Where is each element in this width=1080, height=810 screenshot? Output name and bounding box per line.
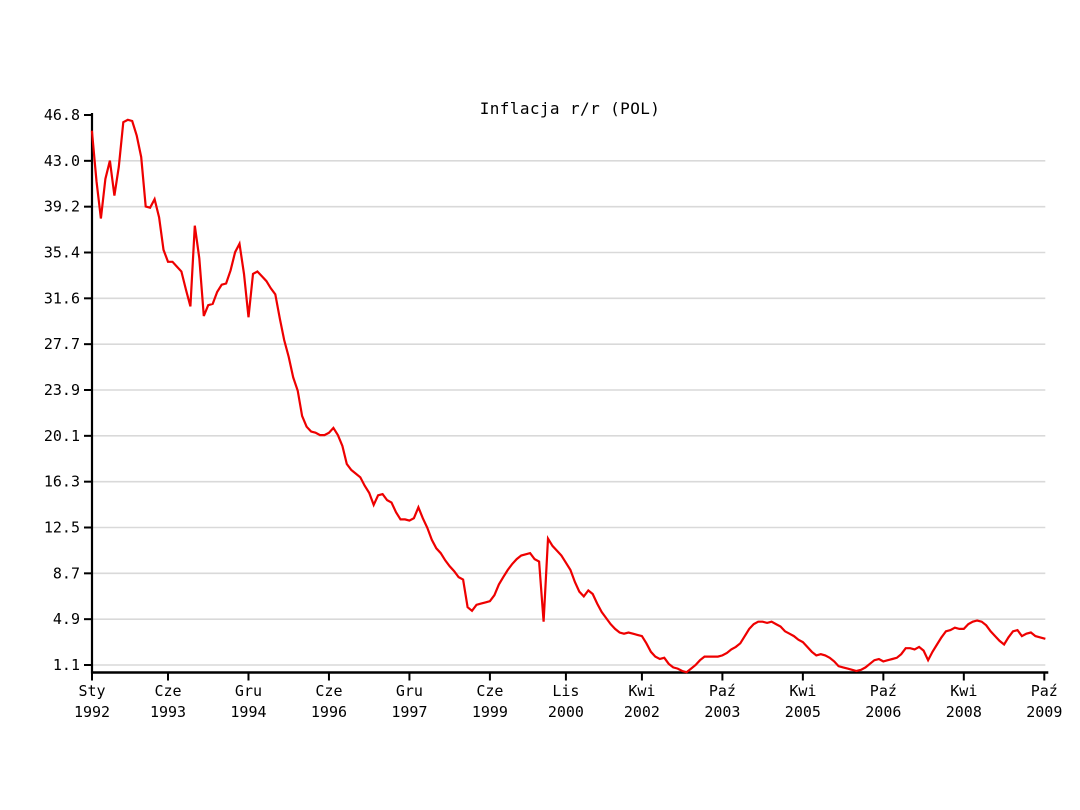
y-tick-label: 35.4 [44, 244, 80, 262]
x-tick-year-label: 2002 [624, 703, 660, 721]
inflation-line [90, 118, 1046, 674]
x-tick-year-label: 2006 [865, 703, 901, 721]
y-tick-label: 27.7 [44, 335, 80, 353]
y-tick-label: 4.9 [53, 610, 80, 628]
x-tick-month-label: Gru [235, 682, 262, 700]
y-tick-label: 43.0 [44, 152, 80, 170]
x-tick-month-label: Paź [870, 682, 897, 700]
x-tick-month-label: Sty [78, 682, 105, 700]
y-tick-label: 46.8 [44, 106, 80, 124]
x-tick-year-label: 2009 [1026, 703, 1062, 721]
x-tick-year-label: 2000 [548, 703, 584, 721]
y-tick-label: 31.6 [44, 289, 80, 307]
x-tick-month-label: Cze [154, 682, 181, 700]
x-tick-month-label: Paź [1031, 682, 1058, 700]
x-tick-year-label: 1992 [74, 703, 110, 721]
x-tick-month-label: Paź [709, 682, 736, 700]
x-tick-year-label: 1997 [391, 703, 427, 721]
y-tick-label: 12.5 [44, 519, 80, 537]
x-tick-month-label: Kwi [789, 682, 816, 700]
x-tick-year-label: 2008 [946, 703, 982, 721]
x-tick-month-label: Cze [315, 682, 342, 700]
y-tick-label: 23.9 [44, 381, 80, 399]
x-tick-year-label: 1994 [230, 703, 266, 721]
chart-title: Inflacja r/r (POL) [479, 99, 661, 118]
y-tick-label: 16.3 [44, 473, 80, 491]
y-tick-label: 20.1 [44, 427, 80, 445]
x-tick-year-label: 2003 [704, 703, 740, 721]
x-tick-month-label: Gru [396, 682, 423, 700]
x-tick-month-label: Kwi [628, 682, 655, 700]
x-tick-month-label: Cze [476, 682, 503, 700]
x-tick-year-label: 2005 [785, 703, 821, 721]
x-tick-month-label: Kwi [950, 682, 977, 700]
y-tick-label: 1.1 [53, 656, 80, 674]
y-tick-label: 8.7 [53, 564, 80, 582]
x-tick-year-label: 1999 [472, 703, 508, 721]
x-tick-year-label: 1996 [311, 703, 347, 721]
x-tick-month-label: Lis [552, 682, 579, 700]
x-tick-year-label: 1993 [150, 703, 186, 721]
y-tick-label: 39.2 [44, 198, 80, 216]
